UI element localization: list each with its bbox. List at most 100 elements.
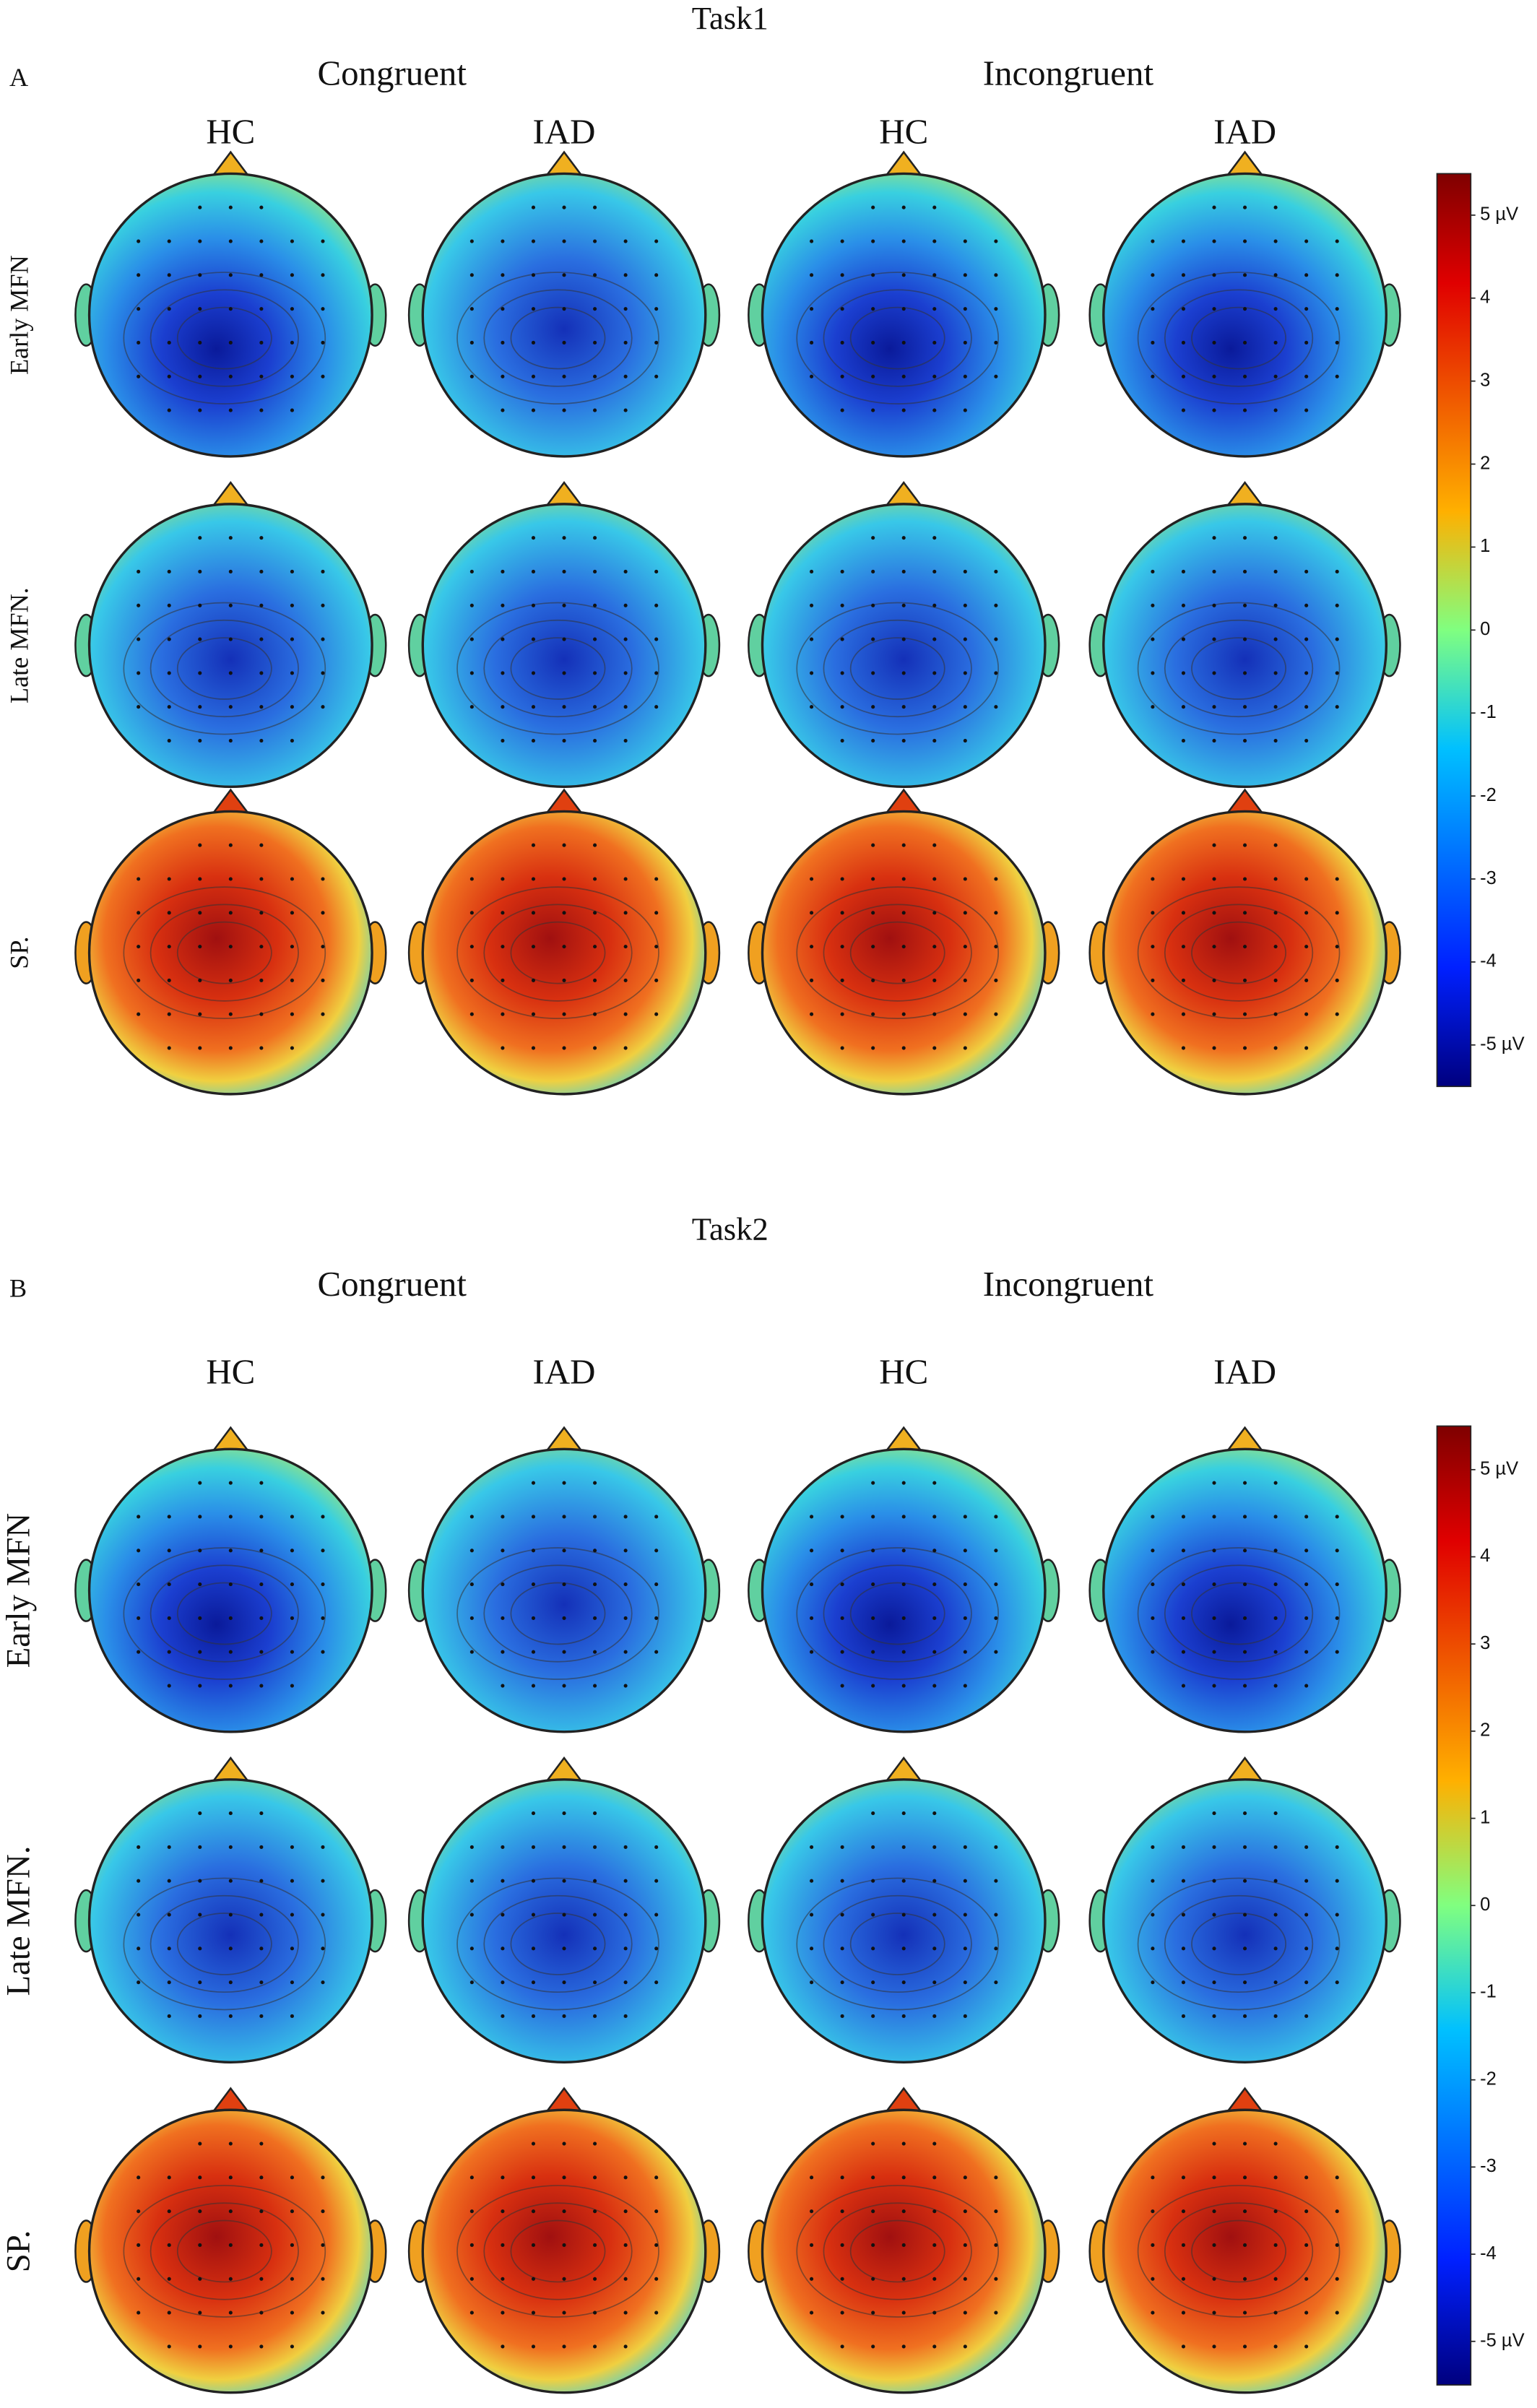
electrode: [901, 2277, 906, 2281]
electrode: [871, 2344, 875, 2349]
electrode: [198, 911, 202, 915]
electrode: [167, 2277, 171, 2281]
electrode: [1243, 2277, 1247, 2281]
electrode: [198, 2209, 202, 2214]
electrode: [531, 1913, 536, 1917]
electrode: [321, 1845, 325, 1849]
electrode: [810, 1549, 814, 1553]
electrode: [1243, 1845, 1247, 1849]
electrode: [562, 1549, 566, 1553]
electrode: [531, 1946, 536, 1951]
electrode: [198, 307, 202, 311]
electrode: [562, 1046, 566, 1050]
electrode: [1304, 945, 1309, 949]
contour: [483, 619, 633, 718]
electrode: [137, 273, 141, 277]
contour: [150, 2202, 299, 2300]
electrode: [1304, 374, 1309, 378]
electrode: [1181, 1012, 1186, 1016]
electrode: [1151, 1549, 1155, 1553]
contour: [123, 272, 326, 404]
electrode: [593, 911, 597, 915]
electrode: [321, 1980, 325, 1985]
electrode: [994, 307, 998, 311]
electrode: [167, 2310, 171, 2315]
electrode: [198, 671, 202, 675]
electrode: [901, 239, 906, 243]
electrode: [1181, 603, 1186, 607]
group-label: HC: [206, 111, 255, 151]
electrode: [932, 1549, 937, 1553]
electrode: [932, 705, 937, 709]
electrode: [623, 374, 628, 378]
scalp: [1102, 2108, 1388, 2394]
electrode: [1304, 2310, 1309, 2315]
topomap: [1088, 150, 1401, 458]
electrode: [1304, 2277, 1309, 2281]
electrode: [871, 1684, 875, 1688]
group-label: IAD: [1213, 1351, 1276, 1391]
electrode: [901, 911, 906, 915]
electrode: [1273, 2344, 1278, 2349]
electrode: [1304, 2175, 1309, 2180]
electrode: [654, 374, 659, 378]
electrode: [562, 1845, 566, 1849]
electrode: [290, 2310, 294, 2315]
contour: [456, 272, 659, 404]
electrode: [1212, 1515, 1216, 1519]
electrode: [1273, 1481, 1278, 1485]
electrode: [901, 1946, 906, 1951]
electrode: [623, 1913, 628, 1917]
electrode: [932, 978, 937, 982]
electrode: [290, 671, 294, 675]
electrode: [932, 603, 937, 607]
electrode: [654, 1515, 659, 1519]
electrode: [167, 1845, 171, 1849]
topomap: [74, 1756, 387, 2063]
electrode: [901, 2141, 906, 2146]
electrode: [198, 1650, 202, 1654]
electrode: [321, 1549, 325, 1553]
electrode: [290, 1946, 294, 1951]
electrode: [871, 911, 875, 915]
electrode: [562, 1582, 566, 1587]
electrode: [1212, 2175, 1216, 2180]
electrode: [1335, 1946, 1339, 1951]
electrode: [932, 1046, 937, 1050]
electrode: [321, 911, 325, 915]
electrode: [1335, 603, 1339, 607]
electrode: [290, 1582, 294, 1587]
electrode: [531, 2209, 536, 2214]
electrode: [963, 1913, 967, 1917]
electrode: [290, 705, 294, 709]
contour: [150, 904, 299, 1002]
electrode: [501, 637, 505, 641]
electrode: [137, 239, 141, 243]
electrode: [623, 2243, 628, 2248]
electrode: [593, 2243, 597, 2248]
electrode: [1212, 569, 1216, 574]
electrode: [1304, 1549, 1309, 1553]
electrode: [198, 1845, 202, 1849]
electrode: [290, 2014, 294, 2019]
electrode: [840, 978, 844, 982]
electrode: [167, 1046, 171, 1050]
electrode: [259, 1046, 264, 1050]
electrode: [259, 374, 264, 378]
electrode: [901, 1650, 906, 1654]
electrode: [901, 1616, 906, 1620]
electrode: [501, 1879, 505, 1883]
electrode: [501, 1845, 505, 1849]
electrode: [1212, 1012, 1216, 1016]
electrode: [1151, 1946, 1155, 1951]
electrode: [228, 637, 233, 641]
electrode: [501, 2243, 505, 2248]
electrode: [167, 603, 171, 607]
electrode: [932, 1980, 937, 1985]
electrode: [994, 239, 998, 243]
electrode: [1181, 705, 1186, 709]
electrode: [469, 1582, 474, 1587]
electrode: [654, 877, 659, 881]
colorbar-tick-label: -5 µV: [1480, 2330, 1525, 2350]
electrode: [593, 1946, 597, 1951]
